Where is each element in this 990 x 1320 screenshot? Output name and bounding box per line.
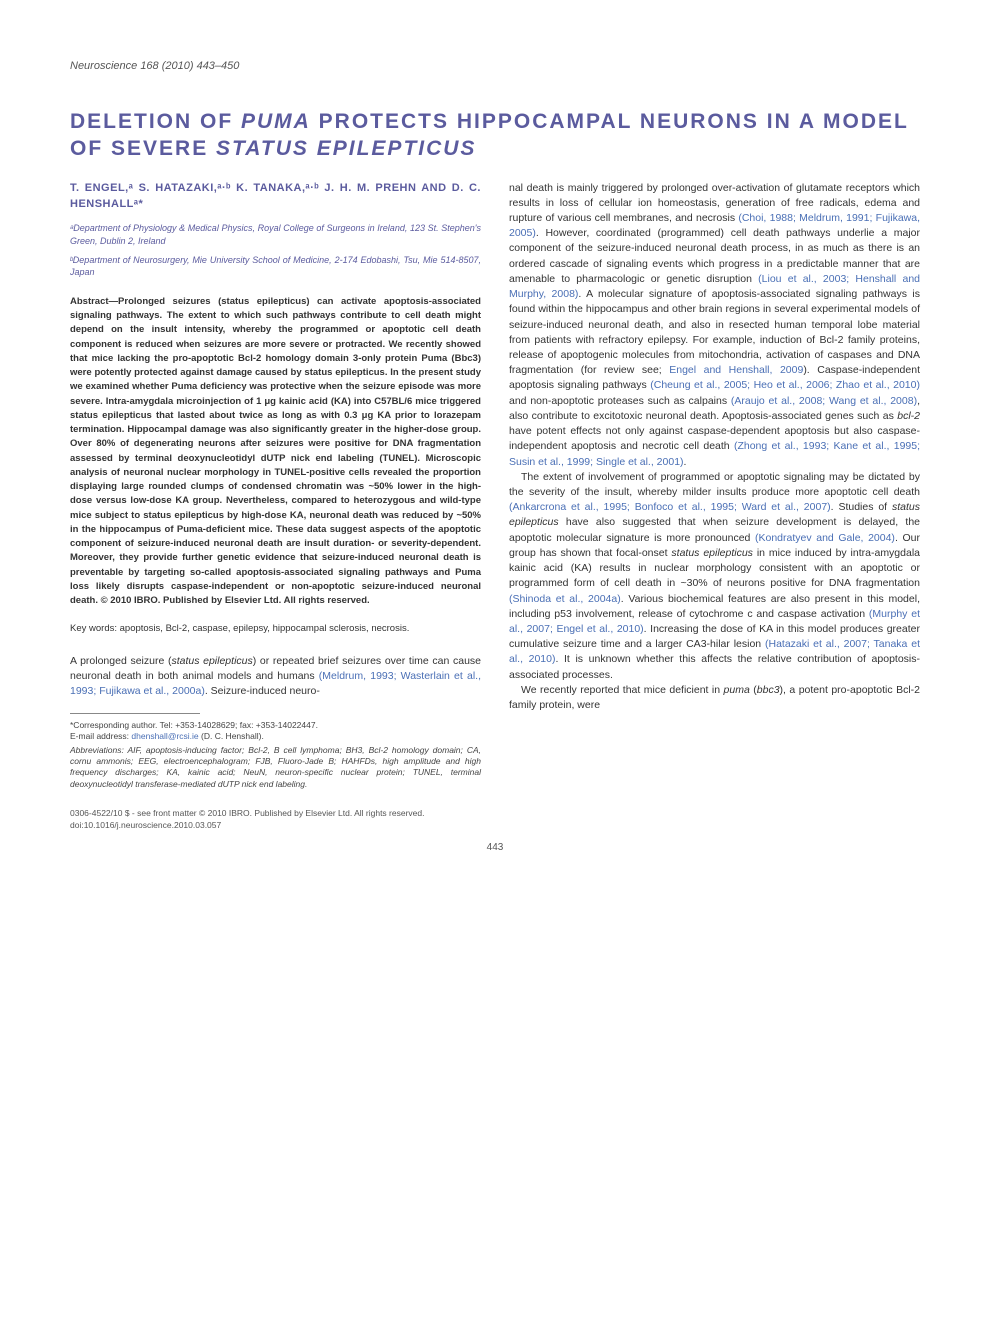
right-p2-a: The extent of involvement of programmed … [509,471,920,498]
abstract: Abstract—Prolonged seizures (status epil… [70,295,481,609]
intro-text-d: . Seizure-induced neuro- [205,685,320,697]
title-italic-puma: PUMA [241,110,311,133]
citation-kondratyev[interactable]: (Kondratyev and Gale, 2004) [755,532,895,544]
authors-list: T. ENGEL,ᵃ S. HATAZAKI,ᵃ·ᵇ K. TANAKA,ᵃ·ᵇ… [70,181,481,213]
journal-header: Neuroscience 168 (2010) 443–450 [70,60,920,72]
right-p1-e: and non-apoptotic proteases such as calp… [509,395,731,407]
email-label: E-mail address: [70,731,131,741]
article-title: DELETION OF PUMA PROTECTS HIPPOCAMPAL NE… [70,108,920,163]
right-p1-c: . A molecular signature of apoptosis-ass… [509,288,920,376]
copyright-footer: 0306-4522/10 $ - see front matter © 2010… [70,808,920,818]
email-link[interactable]: dhenshall@rcsi.ie [131,731,198,741]
right-p2-b: . Studies of [831,501,892,513]
intro-italic: status epilepticus [171,655,252,667]
right-p2-h: . It is unknown whether this affects the… [509,653,920,680]
footnotes: *Corresponding author. Tel: +353-1402862… [70,720,481,789]
doi: doi:10.1016/j.neuroscience.2010.03.057 [70,820,920,830]
abbreviations: Abbreviations: AIF, apoptosis-inducing f… [70,745,481,788]
bcl2-italic: bcl-2 [897,410,920,422]
email-name: (D. C. Henshall). [199,731,264,741]
bbc3-italic: bbc3 [757,684,780,696]
citation-shinoda[interactable]: (Shinoda et al., 2004a) [509,593,621,605]
title-italic-status: STATUS EPILEPTICUS [216,137,476,160]
footnote-separator [70,713,200,714]
status-italic-2: status epilepticus [671,547,753,559]
citation-araujo[interactable]: (Araujo et al., 2008; Wang et al., 2008) [731,395,917,407]
citation-engel[interactable]: Engel and Henshall, 2009 [669,364,803,376]
puma-italic: puma [724,684,750,696]
keywords: Key words: apoptosis, Bcl-2, caspase, ep… [70,622,481,635]
right-p3-a: We recently reported that mice deficient… [521,684,724,696]
right-p3-b: ( [750,684,757,696]
citation-ankarcrona[interactable]: (Ankarcrona et al., 1995; Bonfoco et al.… [509,501,831,513]
page-number: 443 [70,842,920,853]
intro-text-a: A prolonged seizure ( [70,655,171,667]
affiliation-a: ᵃDepartment of Physiology & Medical Phys… [70,222,481,247]
right-p1-i: . [684,456,687,468]
corresponding-author: *Corresponding author. Tel: +353-1402862… [70,720,481,731]
affiliation-b: ᵇDepartment of Neurosurgery, Mie Univers… [70,254,481,279]
citation-cheung[interactable]: (Cheung et al., 2005; Heo et al., 2006; … [650,379,920,391]
intro-paragraph: A prolonged seizure (status epilepticus)… [70,654,481,700]
title-text: DELETION OF [70,110,241,133]
